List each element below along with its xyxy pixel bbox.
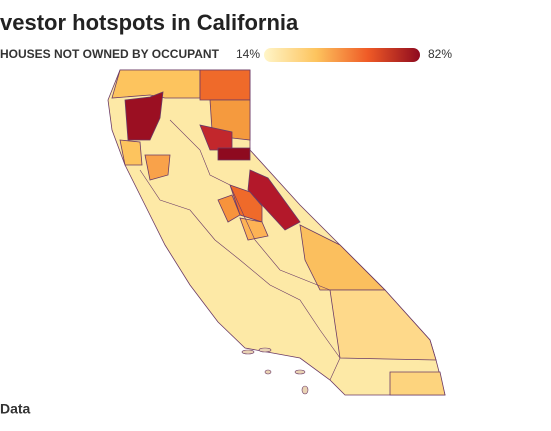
county-lines — [139, 169, 341, 381]
legend-max: 82% — [428, 47, 452, 61]
legend-label: HOUSES NOT OWNED BY OCCUPANT — [0, 47, 220, 61]
title: vestor hotspots in California — [0, 10, 299, 35]
county — [217, 147, 251, 161]
california-map — [107, 69, 446, 396]
county — [247, 169, 301, 231]
county — [119, 139, 143, 166]
county — [124, 91, 164, 141]
county — [217, 194, 241, 223]
islands — [241, 347, 309, 395]
county — [239, 217, 269, 241]
county — [199, 69, 251, 101]
county — [329, 289, 437, 361]
county — [389, 371, 446, 396]
source: Data — [0, 401, 31, 417]
county-lines — [169, 119, 331, 291]
county — [144, 154, 171, 181]
legend-min: 14% — [236, 47, 260, 61]
county — [111, 69, 201, 99]
legend-gradient — [264, 48, 420, 62]
